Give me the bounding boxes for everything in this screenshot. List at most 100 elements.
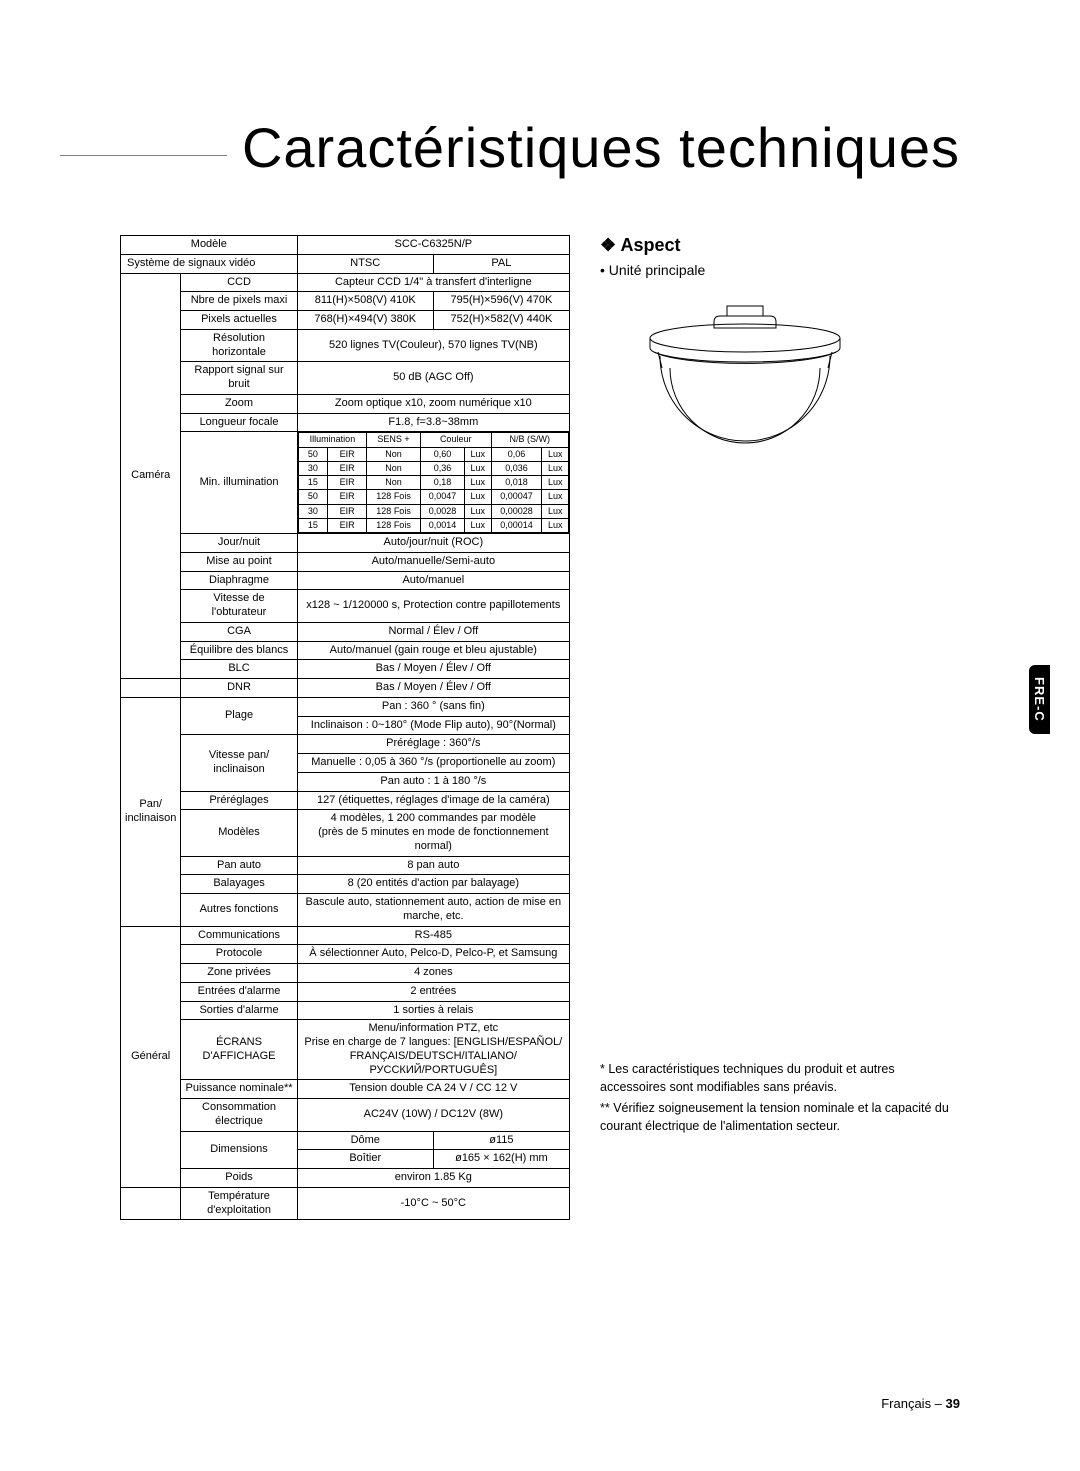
snr-l: Rapport signal sur bruit bbox=[181, 362, 297, 395]
aspect-sub: • Unité principale bbox=[600, 262, 960, 278]
pixmax-n: 811(H)×508(V) 410K bbox=[297, 292, 433, 311]
c: Non bbox=[367, 461, 421, 475]
aout-v: 1 sorties à relais bbox=[297, 1001, 569, 1020]
pixact-l: Pixels actuelles bbox=[181, 311, 297, 330]
other-l: Autres fonctions bbox=[181, 894, 297, 927]
aout-l: Sorties d'alarme bbox=[181, 1001, 297, 1020]
c: Lux bbox=[542, 461, 569, 475]
c: Lux bbox=[465, 447, 491, 461]
page-footer: Français – 39 bbox=[881, 1396, 960, 1411]
wb-v: Auto/manuel (gain rouge et bleu ajustabl… bbox=[297, 641, 569, 660]
c: 0,0014 bbox=[420, 518, 464, 532]
dim-r1v: ø115 bbox=[433, 1131, 569, 1150]
c: 0,18 bbox=[420, 476, 464, 490]
c: 50 bbox=[298, 490, 327, 504]
comm-v: RS-485 bbox=[297, 926, 569, 945]
daynight-l: Jour/nuit bbox=[181, 534, 297, 553]
focus-l: Mise au point bbox=[181, 552, 297, 571]
illum-h2: SENS + bbox=[367, 433, 421, 447]
osd-l: ÉCRANS D'AFFICHAGE bbox=[181, 1020, 297, 1080]
dim-r1l: Dôme bbox=[297, 1131, 433, 1150]
general-cat: Général bbox=[121, 926, 181, 1187]
proto-v: À sélectionner Auto, Pelco-D, Pelco-P, e… bbox=[297, 945, 569, 964]
dnr-v: Bas / Moyen / Élev / Off bbox=[297, 679, 569, 698]
consump-l: Consommation électrique bbox=[181, 1099, 297, 1132]
c: Lux bbox=[542, 518, 569, 532]
reso-v: 520 lignes TV(Couleur), 570 lignes TV(NB… bbox=[297, 329, 569, 362]
footnote-1: * Les caractéristiques techniques du pro… bbox=[600, 1061, 960, 1096]
dim-r2l: Boîtier bbox=[297, 1150, 433, 1169]
priv-v: 4 zones bbox=[297, 964, 569, 983]
speed-v1: Préréglage : 360°/s bbox=[297, 735, 569, 754]
power-v: Tension double CA 24 V / CC 12 V bbox=[297, 1080, 569, 1099]
range-l: Plage bbox=[181, 697, 297, 735]
model-label: Modèle bbox=[121, 236, 298, 255]
other-v: Bascule auto, stationnement auto, action… bbox=[297, 894, 569, 927]
c: Non bbox=[367, 447, 421, 461]
spec-table: Modèle SCC-C6325N/P Système de signaux v… bbox=[120, 235, 570, 1220]
blc-v: Bas / Moyen / Élev / Off bbox=[297, 660, 569, 679]
illum-h4: N/B (S/W) bbox=[491, 433, 568, 447]
c: 0,06 bbox=[491, 447, 542, 461]
c: Lux bbox=[465, 490, 491, 504]
c: 30 bbox=[298, 461, 327, 475]
sig-pal: PAL bbox=[433, 254, 569, 273]
ccd-l: CCD bbox=[181, 273, 297, 292]
reso-l: Résolution horizontale bbox=[181, 329, 297, 362]
c: 128 Fois bbox=[367, 504, 421, 518]
daynight-v: Auto/jour/nuit (ROC) bbox=[297, 534, 569, 553]
page-foot-label: Français – bbox=[881, 1396, 945, 1411]
c: 50 bbox=[298, 447, 327, 461]
comm-l: Communications bbox=[181, 926, 297, 945]
illum-h3: Couleur bbox=[420, 433, 491, 447]
c: Lux bbox=[465, 476, 491, 490]
pixact-n: 768(H)×494(V) 380K bbox=[297, 311, 433, 330]
scan-l: Balayages bbox=[181, 875, 297, 894]
proto-l: Protocole bbox=[181, 945, 297, 964]
c: 0,00014 bbox=[491, 518, 542, 532]
ain-v: 2 entrées bbox=[297, 982, 569, 1001]
c: 30 bbox=[298, 504, 327, 518]
c: 0,60 bbox=[420, 447, 464, 461]
c: 0,0047 bbox=[420, 490, 464, 504]
blc-l: BLC bbox=[181, 660, 297, 679]
iris-l: Diaphragme bbox=[181, 571, 297, 590]
c: Lux bbox=[465, 518, 491, 532]
cga-l: CGA bbox=[181, 622, 297, 641]
iris-v: Auto/manuel bbox=[297, 571, 569, 590]
c: EIR bbox=[328, 504, 367, 518]
weight-v: environ 1.85 Kg bbox=[297, 1169, 569, 1188]
range-v2: Inclinaison : 0~180° (Mode Flip auto), 9… bbox=[297, 716, 569, 735]
pixact-p: 752(H)×582(V) 440K bbox=[433, 311, 569, 330]
preset-v: 127 (étiquettes, réglages d'image de la … bbox=[297, 791, 569, 810]
consump-v: AC24V (10W) / DC12V (8W) bbox=[297, 1099, 569, 1132]
temp-l: Température d'exploitation bbox=[181, 1187, 297, 1220]
models-l: Modèles bbox=[181, 810, 297, 856]
model-value: SCC-C6325N/P bbox=[297, 236, 569, 255]
c: Lux bbox=[465, 461, 491, 475]
temp-v: -10°C ~ 50°C bbox=[297, 1187, 569, 1220]
priv-l: Zone privées bbox=[181, 964, 297, 983]
c: Non bbox=[367, 476, 421, 490]
ain-l: Entrées d'alarme bbox=[181, 982, 297, 1001]
speed-v3: Pan auto : 1 à 180 °/s bbox=[297, 772, 569, 791]
speed-l: Vitesse pan/ inclinaison bbox=[181, 735, 297, 791]
wb-l: Équilibre des blancs bbox=[181, 641, 297, 660]
c: EIR bbox=[328, 461, 367, 475]
dnr-l: DNR bbox=[181, 679, 297, 698]
sig-label: Système de signaux vidéo bbox=[121, 254, 298, 273]
c: 0,00047 bbox=[491, 490, 542, 504]
autopan-l: Pan auto bbox=[181, 856, 297, 875]
focal-v: F1.8, f=3.8~38mm bbox=[297, 413, 569, 432]
pixmax-p: 795(H)×596(V) 470K bbox=[433, 292, 569, 311]
shutter-v: x128 ~ 1/120000 s, Protection contre pap… bbox=[297, 590, 569, 623]
c: Lux bbox=[542, 504, 569, 518]
c: Lux bbox=[542, 490, 569, 504]
c: Lux bbox=[542, 476, 569, 490]
c: 0,0028 bbox=[420, 504, 464, 518]
page-title: Caractéristiques techniques bbox=[227, 115, 960, 180]
speed-v2: Manuelle : 0,05 à 360 °/s (proportionell… bbox=[297, 754, 569, 773]
pan-cat: Pan/ inclinaison bbox=[121, 697, 181, 926]
c: Lux bbox=[542, 447, 569, 461]
dim-l: Dimensions bbox=[181, 1131, 297, 1169]
